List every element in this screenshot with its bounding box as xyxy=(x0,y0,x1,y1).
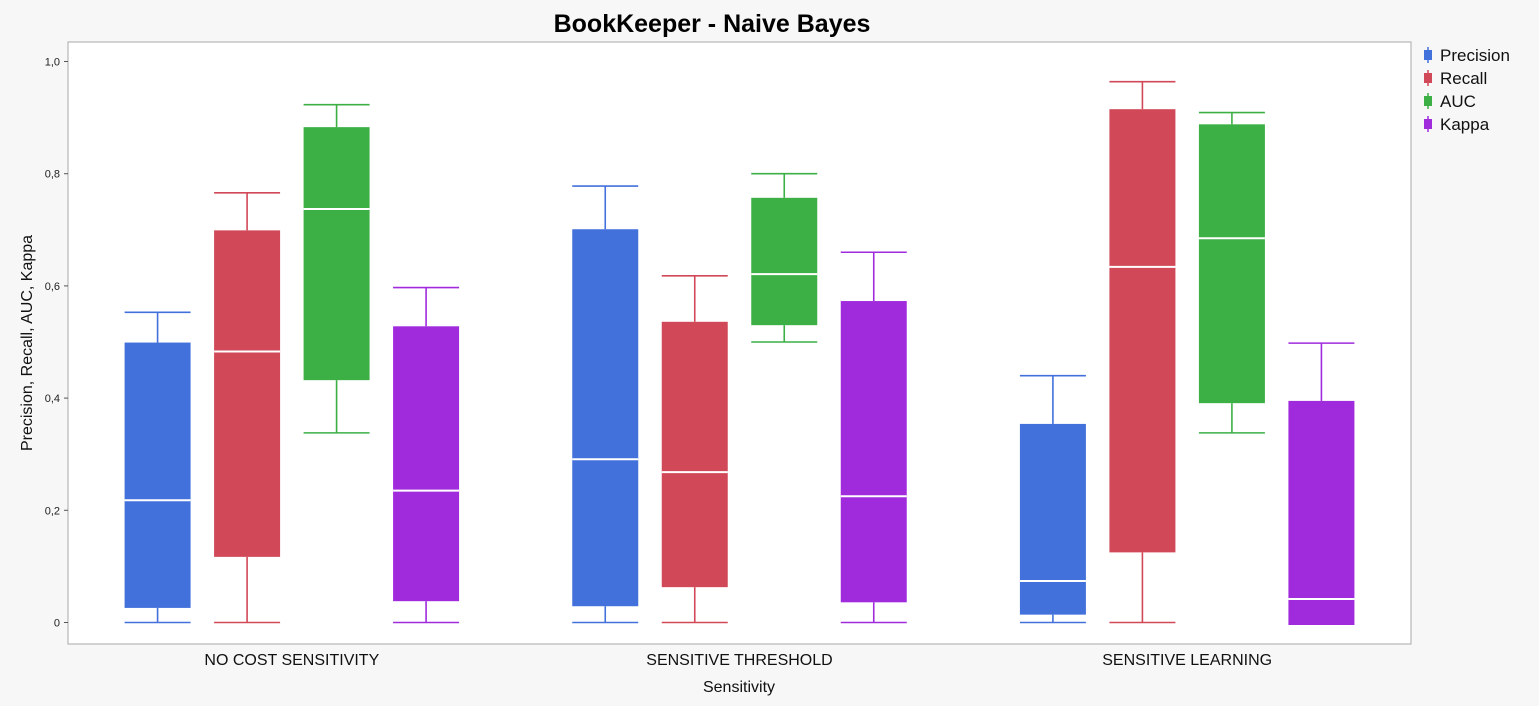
box-precision xyxy=(124,311,191,624)
legend-item: Recall xyxy=(1424,69,1487,88)
legend-item: Precision xyxy=(1424,46,1510,65)
iqr-box xyxy=(840,301,907,603)
iqr-box xyxy=(124,342,191,608)
legend-swatch xyxy=(1424,119,1432,129)
box-recall xyxy=(1109,80,1176,624)
box-recall xyxy=(661,275,728,624)
iqr-box xyxy=(303,127,370,381)
box-precision xyxy=(1019,374,1086,624)
box-kappa xyxy=(1288,342,1355,625)
iqr-box xyxy=(1019,423,1086,615)
box-auc xyxy=(1198,111,1265,434)
chart-title: BookKeeper - Naive Bayes xyxy=(554,10,871,38)
iqr-box xyxy=(214,230,281,557)
box-kappa xyxy=(840,251,907,624)
legend-item: Kappa xyxy=(1424,115,1490,134)
x-category-label: NO COST SENSITIVITY xyxy=(204,652,379,669)
legend-item: AUC xyxy=(1424,92,1476,111)
iqr-box xyxy=(751,197,818,326)
legend-label: AUC xyxy=(1440,92,1476,111)
x-category-label: SENSITIVE THRESHOLD xyxy=(646,652,832,669)
legend-label: Recall xyxy=(1440,69,1487,88)
iqr-box xyxy=(1288,400,1355,624)
iqr-box xyxy=(661,321,728,588)
y-tick-label: 1,0 xyxy=(45,57,60,69)
iqr-box xyxy=(572,229,639,607)
box-precision xyxy=(572,185,639,624)
box-recall xyxy=(214,191,281,624)
y-axis-title: Precision, Recall, AUC, Kappa xyxy=(19,235,36,451)
y-tick-label: 0 xyxy=(54,618,60,630)
y-axis: 0 0,2 0,4 0,6 0,8 1,0 xyxy=(45,57,68,630)
legend-swatch xyxy=(1424,50,1432,60)
y-tick-label: 0,4 xyxy=(45,393,60,405)
legend-swatch xyxy=(1424,73,1432,83)
box-auc xyxy=(751,172,818,343)
iqr-box xyxy=(393,326,460,602)
y-tick-label: 0,8 xyxy=(45,169,60,181)
y-tick-label: 0,6 xyxy=(45,281,60,293)
box-kappa xyxy=(393,286,460,624)
y-tick-label: 0,2 xyxy=(45,505,60,517)
iqr-box xyxy=(1198,124,1265,404)
legend: Precision Recall AUC Kappa xyxy=(1424,46,1510,134)
x-category-label: SENSITIVE LEARNING xyxy=(1102,652,1272,669)
x-axis: NO COST SENSITIVITY SENSITIVE THRESHOLD SE… xyxy=(204,652,1272,669)
legend-swatch xyxy=(1424,96,1432,106)
x-axis-title: Sensitivity xyxy=(703,679,775,696)
plot-area xyxy=(67,41,1412,645)
box-auc xyxy=(303,103,370,434)
box-group xyxy=(124,80,1355,625)
iqr-box xyxy=(1109,109,1176,553)
legend-label: Precision xyxy=(1440,46,1510,65)
legend-label: Kappa xyxy=(1440,115,1490,134)
